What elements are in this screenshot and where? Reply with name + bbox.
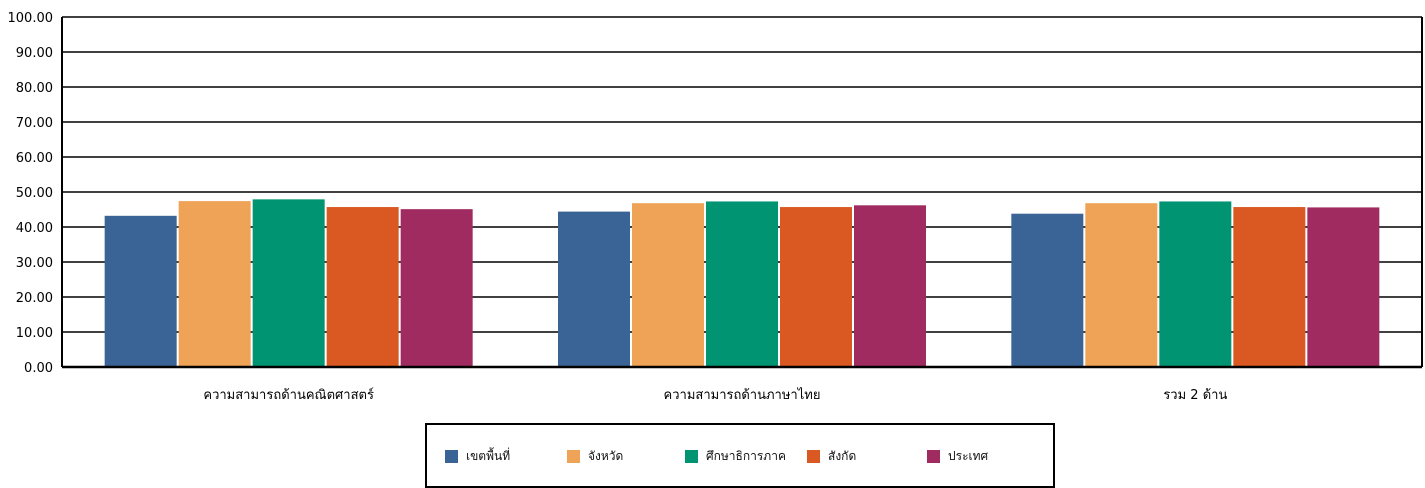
bar — [104, 215, 177, 367]
bar — [1085, 203, 1158, 367]
bar — [780, 207, 852, 367]
labels: 0.00 10.00 20.00 30.00 40.00 50.00 60.00 70.00 8… — [8, 11, 1228, 403]
y-tick-label: 70.00 — [16, 116, 53, 131]
bar — [178, 201, 251, 367]
bar — [1011, 213, 1084, 367]
bars — [104, 199, 1380, 367]
bar — [706, 201, 778, 367]
bar — [1233, 207, 1306, 367]
legend-swatch — [807, 450, 820, 463]
legend-item: ประเทศ — [927, 447, 988, 466]
bar — [1307, 207, 1380, 367]
bar-chart: 0.00 10.00 20.00 30.00 40.00 50.00 60.00 70.00 8… — [8, 11, 1423, 403]
y-tick-label: 0.00 — [24, 361, 53, 376]
y-tick-label: 60.00 — [16, 151, 53, 166]
legend-item: สังกัด — [807, 447, 856, 466]
bar — [854, 205, 926, 367]
legend-label: ประเทศ — [948, 449, 989, 463]
y-tick-label: 10.00 — [16, 326, 53, 341]
y-tick-label: 30.00 — [16, 256, 53, 271]
y-tick-label: 50.00 — [16, 186, 53, 201]
bar — [326, 207, 399, 367]
bar — [558, 211, 630, 367]
legend-item: เขตพื้นที่ — [445, 447, 510, 466]
bar — [632, 203, 704, 367]
legend: เขตพื้นที่ จังหวัด ศึกษาธิการภาค สังกัด … — [425, 423, 1055, 488]
legend-swatch — [445, 450, 458, 463]
legend-label: ศึกษาธิการภาค — [706, 449, 786, 463]
x-tick-label: ความสามารถด้านภาษาไทย — [664, 387, 821, 403]
legend-item: จังหวัด — [567, 447, 623, 466]
legend-item: ศึกษาธิการภาค — [685, 447, 786, 466]
y-tick-label: 20.00 — [16, 291, 53, 306]
legend-label: เขตพื้นที่ — [466, 449, 511, 463]
legend-label: จังหวัด — [588, 449, 624, 463]
bar — [400, 209, 473, 367]
y-tick-label: 40.00 — [16, 221, 53, 236]
x-tick-label: ความสามารถด้านคณิตศาสตร์ — [203, 387, 374, 403]
y-tick-label: 100.00 — [8, 11, 54, 26]
legend-swatch — [567, 450, 580, 463]
y-tick-label: 80.00 — [16, 81, 53, 96]
bar — [252, 199, 325, 367]
legend-swatch — [685, 450, 698, 463]
legend-swatch — [927, 450, 940, 463]
x-tick-label: รวม 2 ด้าน — [1163, 388, 1227, 403]
legend-label: สังกัด — [828, 449, 857, 463]
bar — [1159, 201, 1232, 367]
axes — [61, 17, 1423, 369]
y-tick-label: 90.00 — [16, 46, 53, 61]
